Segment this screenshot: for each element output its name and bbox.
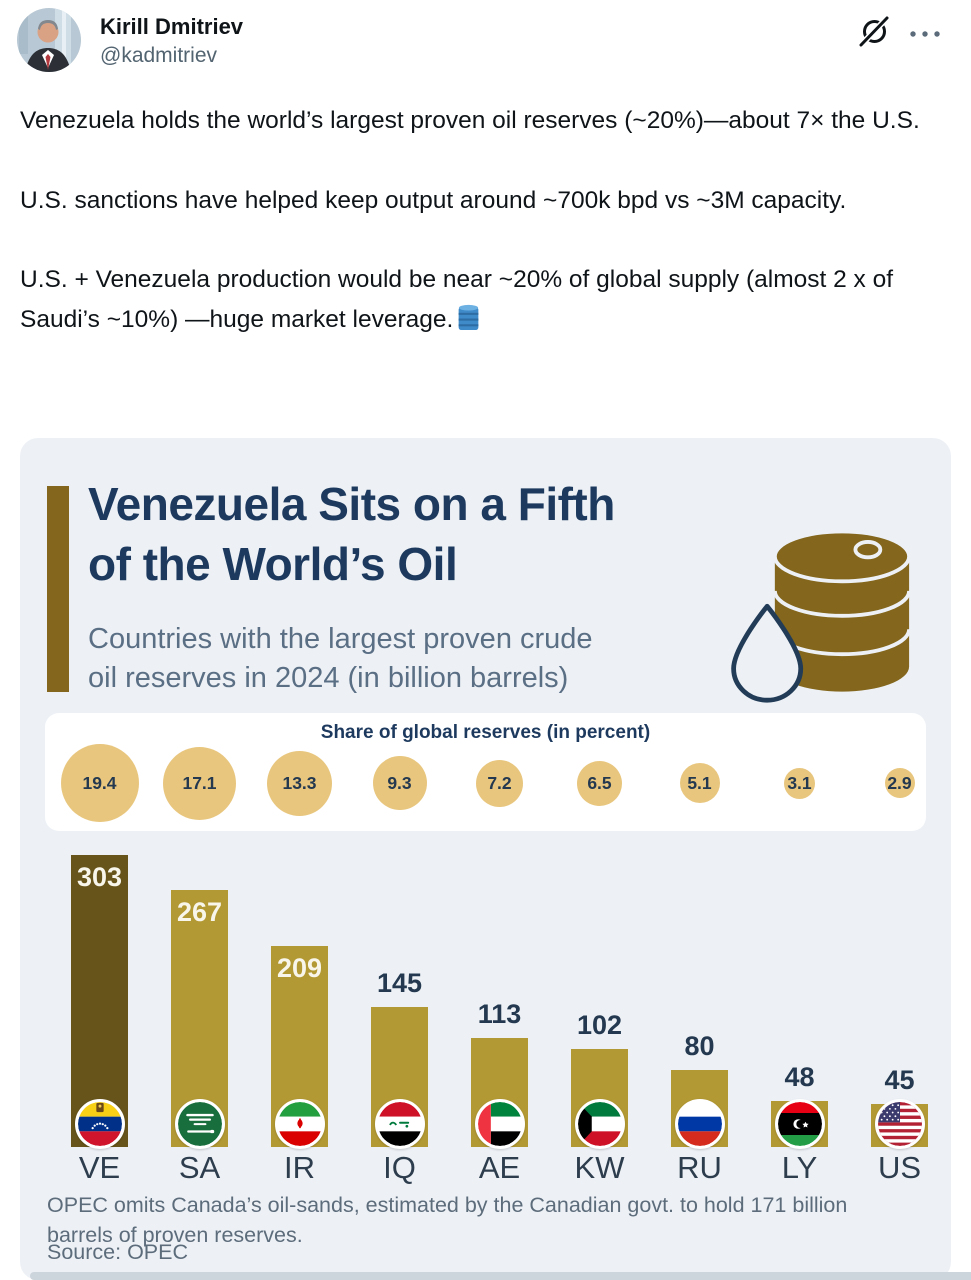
share-panel: Share of global reserves (in percent) 19…	[45, 713, 926, 831]
tweet-text: Venezuela holds the world’s largest prov…	[20, 101, 932, 379]
bar-column-iq: 145 IQ	[348, 438, 451, 1218]
flag-sa-icon	[174, 1099, 225, 1149]
value-label-kw: 102	[576, 1010, 623, 1040]
share-circle-ae: 7.2	[476, 759, 523, 807]
share-circle-us: 2.9	[884, 768, 915, 798]
value-label-ir: 209	[276, 953, 323, 983]
country-code-ve: VE	[78, 1150, 121, 1185]
country-code-us: US	[877, 1150, 922, 1185]
flag-us-icon	[874, 1099, 925, 1149]
avatar-portrait	[17, 8, 81, 72]
bar-column-ly: 48 LY	[748, 438, 851, 1218]
value-label-ru: 80	[684, 1031, 715, 1061]
infographic-title: Venezuela Sits on a Fifth of the World’s…	[88, 478, 615, 590]
value-label-ae: 113	[477, 999, 522, 1029]
avatar[interactable]	[17, 8, 81, 72]
grok-icon[interactable]	[858, 15, 890, 48]
bar-column-sa: 267 SA	[148, 438, 251, 1218]
flag-iq-icon	[374, 1099, 425, 1149]
footnote: OPEC omits Canada’s oil-sands, estimated…	[47, 1193, 848, 1247]
tweet-paragraph-3: U.S. + Venezuela production would be nea…	[20, 266, 894, 333]
tweet-paragraph-2: U.S. sanctions have helped keep output a…	[20, 186, 847, 214]
share-circle-iq: 9.3	[372, 756, 427, 810]
bar-column-ir: 209 IR	[248, 438, 351, 1218]
flag-ve-icon	[74, 1099, 125, 1149]
value-label-us: 45	[884, 1065, 915, 1095]
value-label-iq: 145	[376, 968, 423, 998]
share-circle-ve: 19.4	[60, 744, 139, 822]
oil-barrel-icon	[722, 518, 914, 705]
bar-ve: 303	[71, 855, 128, 1147]
value-label-ve: 303	[76, 862, 123, 892]
share-circle-sa: 17.1	[163, 746, 236, 820]
share-panel-title: Share of global reserves (in percent)	[320, 722, 651, 743]
bar-chart: 303 VE 267 SA 209 IR 145 IQ 113 AE 102 KW 80 RU 48 LY 45…	[20, 438, 951, 1218]
value-label-sa: 267	[176, 897, 223, 927]
flag-ae-icon	[474, 1099, 525, 1149]
share-circle-ir: 13.3	[267, 750, 332, 816]
bar-column-us: 45 US	[848, 438, 951, 1218]
country-code-iq: IQ	[383, 1150, 416, 1185]
bar-column-ae: 113 AE	[448, 438, 551, 1218]
infographic-image[interactable]: Venezuela Sits on a Fifth of the World’s…	[20, 438, 951, 1280]
image-bottom-edge	[30, 1272, 971, 1280]
country-code-ru: RU	[677, 1150, 722, 1185]
flag-ru-icon	[674, 1099, 725, 1149]
oil-drum-emoji	[457, 304, 480, 331]
country-code-ly: LY	[781, 1150, 818, 1185]
share-circle-ly: 3.1	[784, 767, 815, 799]
country-code-ir: IR	[284, 1150, 315, 1185]
bar-column-kw: 102 KW	[548, 438, 651, 1218]
author-handle[interactable]: @kadmitriev	[100, 44, 218, 67]
country-code-kw: KW	[574, 1150, 625, 1185]
more-menu-icon[interactable]	[908, 26, 944, 37]
value-label-ly: 48	[784, 1062, 815, 1092]
bar-column-ru: 80 RU	[648, 438, 751, 1218]
share-circle-ru: 5.1	[679, 763, 720, 803]
flag-kw-icon	[574, 1099, 625, 1149]
source: Source: OPEC	[47, 1240, 188, 1264]
flag-ir-icon	[274, 1099, 325, 1149]
share-circle-kw: 6.5	[577, 760, 622, 806]
flag-ly-icon	[774, 1099, 825, 1149]
infographic-subtitle: Countries with the largest proven crude …	[88, 623, 593, 694]
country-code-ae: AE	[478, 1150, 521, 1185]
title-accent-bar	[47, 486, 69, 692]
tweet-paragraph-1: Venezuela holds the world’s largest prov…	[20, 107, 920, 134]
share-circles: 19.4 17.1 13.3 9.3 7.2 6.5 5.1 3.1 2.9	[45, 713, 926, 831]
country-code-sa: SA	[178, 1150, 221, 1185]
author-name[interactable]: Kirill Dmitriev	[100, 14, 244, 39]
bar-column-ve: 303 VE	[48, 438, 151, 1218]
